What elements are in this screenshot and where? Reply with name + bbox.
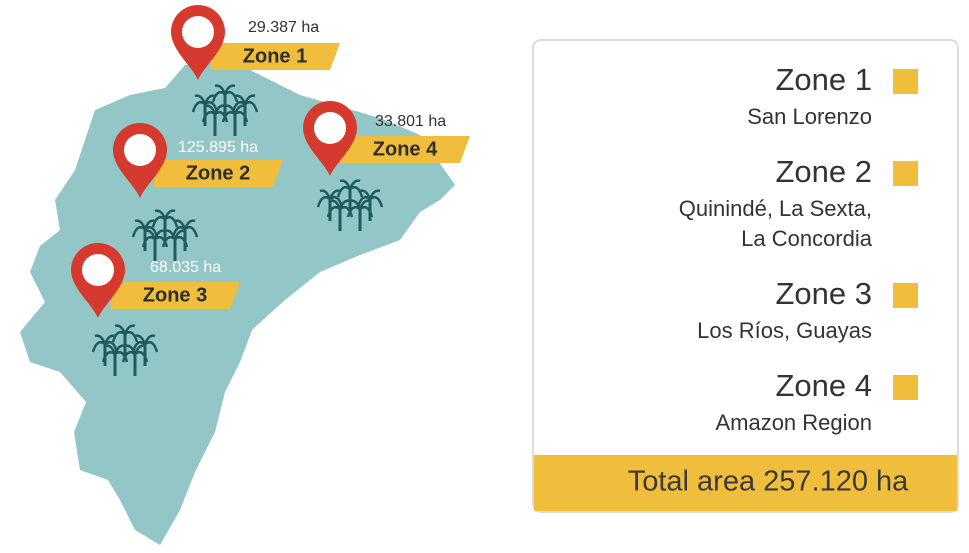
palm-tree bbox=[211, 84, 239, 103]
palm-tree bbox=[231, 94, 259, 113]
palm-tree bbox=[121, 344, 149, 363]
pin-hole bbox=[124, 134, 156, 166]
pin-hole bbox=[182, 16, 214, 48]
legend-zone: Zone 4 bbox=[775, 368, 872, 403]
legend-places: San Lorenzo bbox=[747, 104, 872, 129]
zone-ribbon bbox=[110, 282, 240, 309]
palm-tree bbox=[131, 219, 159, 238]
palm-tree bbox=[356, 189, 384, 208]
zone-ribbon bbox=[153, 160, 283, 187]
zone-label: Zone 3 bbox=[143, 284, 207, 306]
palm-tree bbox=[131, 334, 159, 353]
palm-tree bbox=[316, 189, 344, 208]
total-text: Total area 257.120 ha bbox=[628, 466, 909, 498]
palm-tree bbox=[91, 334, 119, 353]
legend-zone: Zone 2 bbox=[775, 154, 872, 189]
zone-area: 29.387 ha bbox=[248, 19, 319, 36]
zone-area: 125.895 ha bbox=[178, 139, 258, 156]
legend-swatch bbox=[893, 161, 918, 186]
legend-places: Quinindé, La Sexta, bbox=[679, 196, 872, 221]
legend-places: Amazon Region bbox=[715, 410, 872, 435]
zone-ribbon bbox=[340, 136, 470, 163]
pin-hole bbox=[314, 112, 346, 144]
legend-swatch bbox=[893, 375, 918, 400]
palm-tree bbox=[221, 104, 249, 123]
palm-tree bbox=[191, 94, 219, 113]
palm-tree bbox=[161, 229, 189, 248]
zone-area: 68.035 ha bbox=[150, 259, 221, 276]
zone-ribbon bbox=[210, 43, 340, 70]
total-bar bbox=[534, 455, 957, 511]
palm-tree bbox=[111, 324, 139, 343]
palm-tree bbox=[151, 209, 179, 228]
zone-label: Zone 1 bbox=[243, 45, 307, 67]
zone-label: Zone 2 bbox=[186, 162, 250, 184]
palm-tree bbox=[336, 179, 364, 198]
zone-area: 33.801 ha bbox=[375, 113, 446, 130]
legend-zone: Zone 1 bbox=[775, 62, 872, 97]
zone-label: Zone 4 bbox=[373, 138, 438, 160]
palm-tree bbox=[346, 199, 374, 218]
legend-swatch bbox=[893, 69, 918, 94]
legend-swatch bbox=[893, 283, 918, 308]
legend-places: Los Ríos, Guayas bbox=[697, 318, 872, 343]
palm-tree bbox=[171, 219, 199, 238]
legend-zone: Zone 3 bbox=[775, 276, 872, 311]
legend-places: La Concordia bbox=[741, 226, 873, 251]
ecuador-map bbox=[20, 60, 455, 545]
legend-box bbox=[532, 39, 959, 513]
pin-hole bbox=[82, 254, 114, 286]
